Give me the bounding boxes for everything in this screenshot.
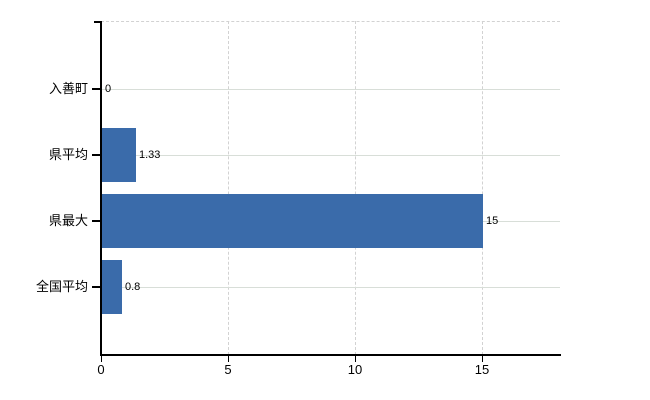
bar	[102, 128, 136, 182]
category-tick	[92, 88, 101, 90]
x-tick	[355, 356, 356, 362]
x-tick-label: 10	[347, 362, 363, 377]
category-tick	[92, 286, 101, 288]
v-gridline	[228, 21, 229, 355]
bar-value-label: 0.8	[125, 281, 141, 293]
bar	[102, 260, 122, 314]
h-gridline	[102, 89, 560, 90]
x-tick-label: 5	[224, 362, 232, 377]
v-gridline	[355, 21, 356, 355]
v-gridline	[482, 21, 483, 355]
x-tick-label: 15	[474, 362, 490, 377]
x-tick	[101, 356, 102, 362]
bar-value-label: 1.33	[139, 149, 161, 161]
y-axis-line	[100, 21, 102, 356]
category-label: 全国平均	[35, 279, 88, 294]
category-label: 県最大	[48, 213, 88, 228]
bar-value-label: 0	[105, 83, 112, 95]
x-tick	[228, 356, 229, 362]
x-tick	[482, 356, 483, 362]
category-label: 入善町	[48, 81, 88, 96]
bar-value-label: 15	[486, 215, 499, 227]
h-gridline	[102, 287, 560, 288]
bar	[102, 194, 483, 248]
h-gridline	[102, 155, 560, 156]
x-axis-line	[100, 354, 561, 356]
plot-top-border	[101, 21, 560, 22]
category-tick	[92, 154, 101, 156]
y-axis-end-tick	[94, 21, 101, 23]
category-label: 県平均	[48, 147, 88, 162]
x-tick-label: 0	[97, 362, 105, 377]
category-tick	[92, 220, 101, 222]
